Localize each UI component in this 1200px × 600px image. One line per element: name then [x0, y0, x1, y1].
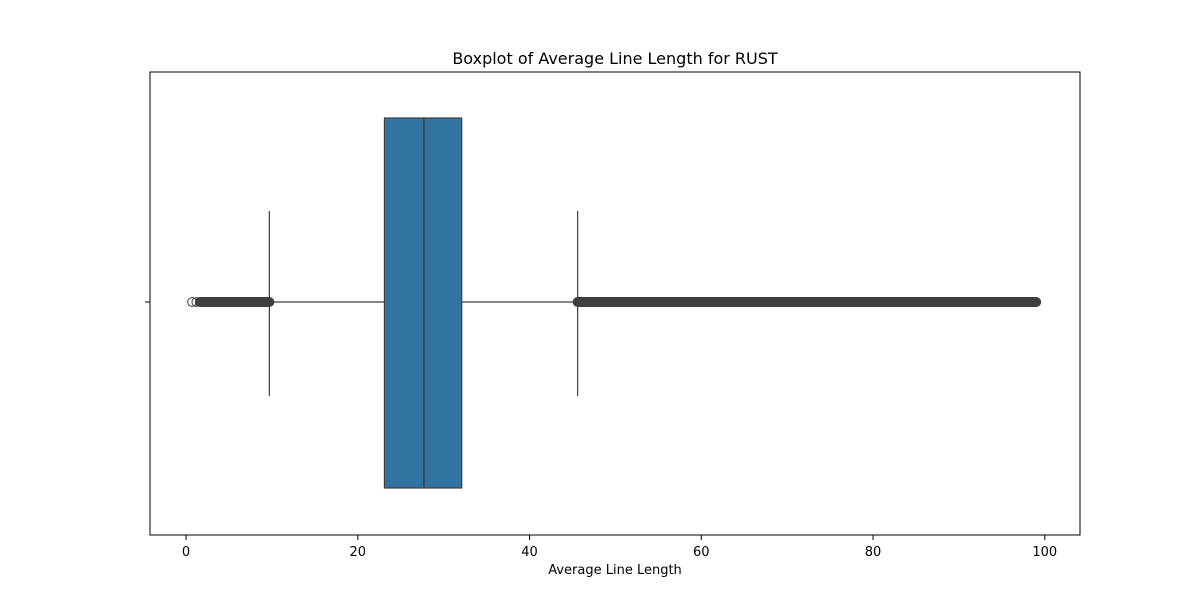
x-tick-label: 40: [521, 545, 538, 560]
chart-title: Boxplot of Average Line Length for RUST: [452, 49, 778, 68]
x-axis-label: Average Line Length: [548, 563, 682, 578]
x-tick-label: 60: [693, 545, 710, 560]
outlier-point: [187, 297, 197, 307]
x-tick-label: 80: [865, 545, 882, 560]
x-tick-label: 20: [350, 545, 367, 560]
x-axis: 0 20 40 60 80 100: [182, 535, 1057, 560]
outlier-point: [191, 297, 202, 307]
box-iqr: [383, 117, 463, 489]
plot-frame: [149, 71, 1081, 536]
x-tick-label: 0: [182, 545, 190, 560]
x-tick-label: 100: [1032, 545, 1057, 560]
plot-area: [187, 117, 1042, 489]
